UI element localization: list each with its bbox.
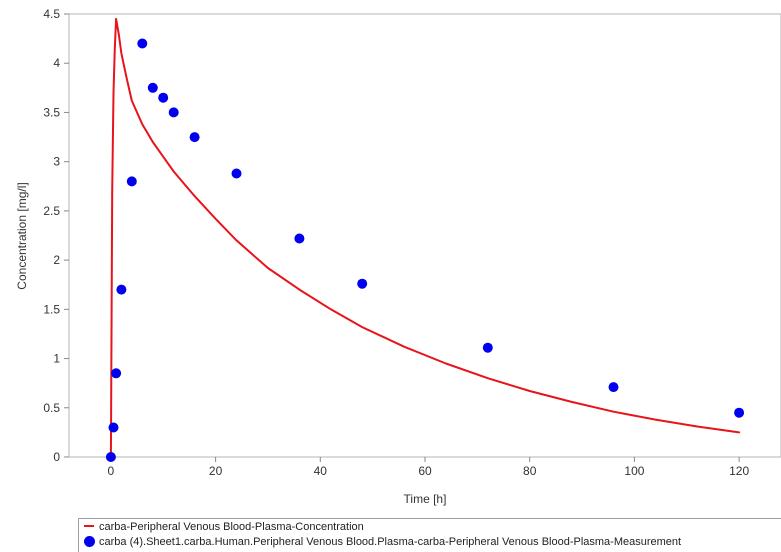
y-tick-label: 1 [53,352,60,366]
y-tick-label: 0 [53,450,60,464]
data-point-measurement[interactable] [137,38,148,49]
data-point-measurement[interactable] [168,107,179,118]
x-tick-label: 80 [523,464,537,478]
legend-item-measurement[interactable]: carba (4).Sheet1.carba.Human.Peripheral … [84,535,682,550]
data-point-measurement[interactable] [158,92,169,103]
y-tick-label: 4.5 [43,7,60,21]
x-tick-label: 20 [209,464,223,478]
data-point-measurement[interactable] [126,176,137,187]
x-tick-label: 40 [314,464,328,478]
data-point-measurement[interactable] [294,233,305,244]
y-tick-label: 3.5 [43,105,60,119]
y-tick-label: 2 [53,253,60,267]
data-point-measurement[interactable] [111,368,122,379]
series-line-concentration [109,17,741,458]
data-point-measurement[interactable] [357,278,368,289]
legend-line-swatch [84,525,94,528]
series-layer [105,17,745,462]
data-point-measurement[interactable] [608,382,619,393]
legend: carba-Peripheral Venous Blood-Plasma-Con… [78,518,781,552]
data-point-measurement[interactable] [147,82,158,93]
y-tick-label: 1.5 [43,302,60,316]
plot-area [68,13,781,458]
x-tick-label: 0 [108,464,115,478]
y-axis-title: Concentration [mg/l] [15,182,29,289]
legend-label-measurement: carba (4).Sheet1.carba.Human.Peripheral … [99,536,682,548]
x-axis-title: Time [h] [404,492,447,506]
legend-marker-swatch [84,535,95,547]
y-tick-label: 2.5 [43,204,60,218]
data-point-measurement[interactable] [116,284,127,295]
y-tick-label: 3 [53,155,60,169]
y-axis: 0 0.5 1 1.5 2 2.5 3 3.5 4 4.5 [43,7,69,464]
data-point-measurement[interactable] [105,452,116,462]
x-tick-label: 60 [418,464,432,478]
x-axis: 0 20 40 60 80 100 120 [108,457,749,478]
x-tick-label: 100 [624,464,644,478]
data-point-measurement[interactable] [189,132,200,143]
x-tick-label: 120 [729,464,749,478]
y-tick-label: 4 [53,56,60,70]
data-point-measurement[interactable] [108,422,119,433]
legend-item-concentration[interactable]: carba-Peripheral Venous Blood-Plasma-Con… [84,521,364,535]
data-point-measurement[interactable] [734,407,745,418]
data-point-measurement[interactable] [482,342,493,353]
y-tick-label: 0.5 [43,401,60,415]
data-point-measurement[interactable] [231,168,242,179]
legend-label-concentration: carba-Peripheral Venous Blood-Plasma-Con… [99,521,364,533]
